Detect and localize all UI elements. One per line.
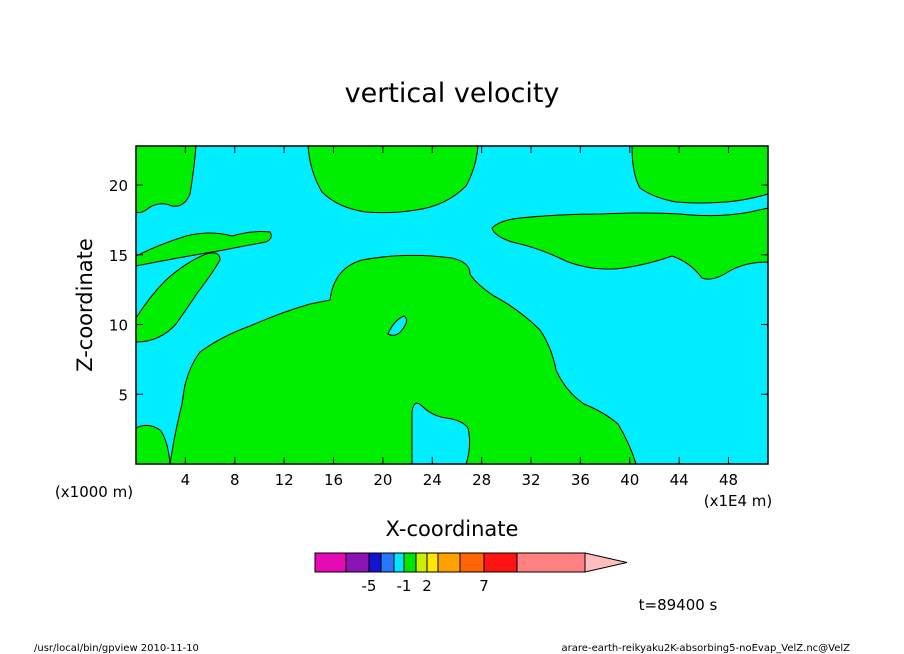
contour-region [135, 252, 221, 343]
colorbar-arrow [584, 552, 628, 573]
x-tick-label: 8 [230, 471, 240, 489]
colorbar: -5 -1 2 7 [314, 552, 628, 595]
negative-pockets [387, 315, 471, 465]
x-tick-label: 24 [423, 471, 442, 489]
colorbar-swatch [483, 552, 518, 573]
positive-regions [135, 145, 769, 465]
contour-region [169, 254, 637, 465]
contour-region [135, 424, 171, 465]
colorbar-swatch [426, 552, 439, 573]
y-tick-label: 15 [109, 247, 128, 265]
colorbar-label: 2 [422, 577, 432, 595]
chart-title: vertical velocity [345, 78, 560, 109]
y-tick-label: 5 [118, 386, 128, 404]
colorbar-swatch [459, 552, 485, 573]
x-tick-label: 44 [670, 471, 689, 489]
footer-left-note: /usr/local/bin/gpview 2010-11-10 [34, 643, 199, 654]
plot-area [135, 145, 769, 465]
colorbar-label: 7 [479, 577, 489, 595]
y-tick-label: 10 [109, 317, 128, 335]
colorbar-swatch [368, 552, 382, 573]
contour-region [135, 145, 197, 214]
x-axis: 4 8 12 16 20 24 28 32 36 40 44 48 [181, 146, 738, 489]
x-tick-label: 4 [181, 471, 191, 489]
colorbar-swatch [393, 552, 405, 573]
footer-right-note: arare-earth-reikyaku2K-absorbing5-noEvap… [562, 643, 851, 654]
x-tick-label: 28 [472, 471, 491, 489]
time-label: t=89400 s [639, 596, 718, 614]
plot-frame [135, 145, 769, 465]
colorbar-swatch [380, 552, 395, 573]
x-tick-label: 20 [373, 471, 392, 489]
contour-region [307, 145, 479, 214]
y-axis-label: Z-coordinate [73, 238, 97, 372]
colorbar-swatch [516, 552, 586, 573]
x-tick-label: 48 [719, 471, 738, 489]
contour-region [387, 315, 408, 336]
colorbar-label: -1 [397, 577, 412, 595]
contour-region [135, 231, 272, 267]
colorbar-swatch [415, 552, 428, 573]
x-tick-label: 12 [275, 471, 294, 489]
colorbar-swatch [345, 552, 370, 573]
x-axis-label: X-coordinate [386, 517, 519, 541]
x-tick-label: 40 [620, 471, 639, 489]
x-tick-label: 36 [571, 471, 590, 489]
x-tick-label: 16 [324, 471, 343, 489]
x-axis-unit-left: (x1000 m) [55, 483, 133, 501]
x-axis-unit-right: (x1E4 m) [704, 492, 773, 510]
contour-region [491, 207, 769, 280]
contour-region [411, 402, 471, 465]
y-tick-label: 20 [109, 177, 128, 195]
colorbar-swatch [314, 552, 347, 573]
contour-region [631, 145, 769, 204]
colorbar-swatch [403, 552, 417, 573]
y-axis: 5 10 15 20 [109, 177, 768, 404]
colorbar-swatch [437, 552, 461, 573]
colorbar-label: -5 [362, 577, 377, 595]
x-tick-label: 32 [521, 471, 540, 489]
